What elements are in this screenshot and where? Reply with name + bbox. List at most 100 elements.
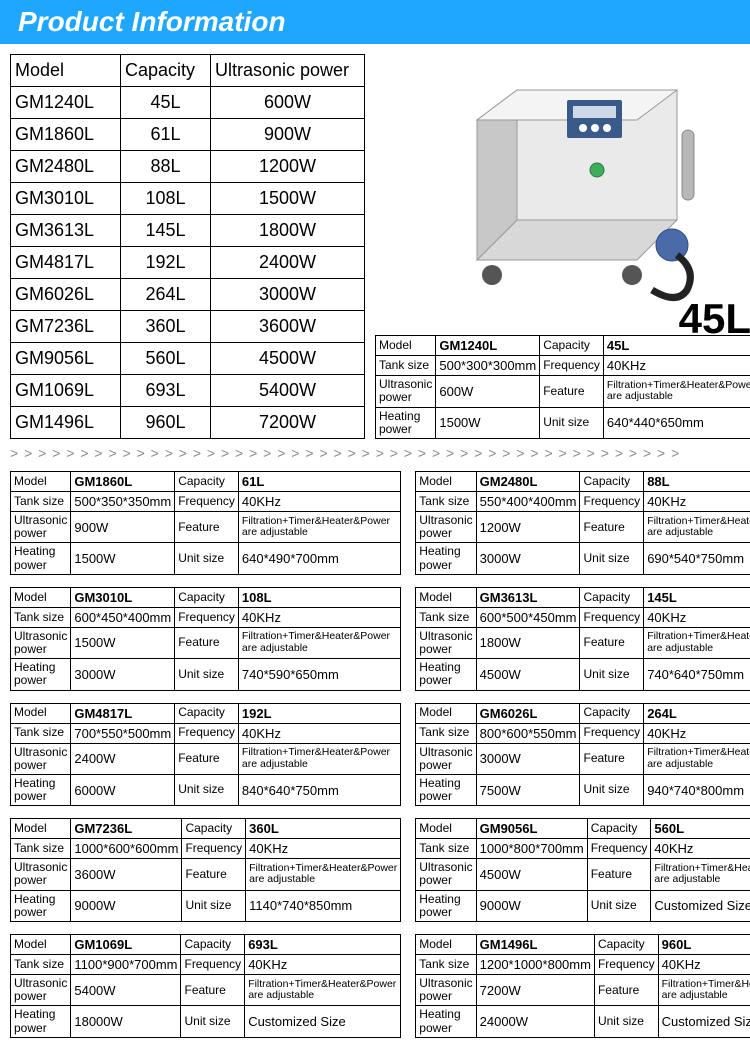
spec-cell: 61L xyxy=(238,472,400,492)
spec-cell: 1140*740*850mm xyxy=(246,890,401,921)
spec-cell: Feature xyxy=(175,627,239,658)
spec-row: Tank size1200*1000*800mmFrequency40KHz xyxy=(416,955,750,975)
table-cell: GM1496L xyxy=(11,407,121,439)
spec-cell: Tank size xyxy=(376,356,436,376)
table-cell: GM3010L xyxy=(11,183,121,215)
spec-cell: 800*600*550mm xyxy=(476,723,580,743)
spec-cell: Unit size xyxy=(580,774,644,805)
table-cell: 600W xyxy=(211,87,365,119)
table-cell: 2400W xyxy=(211,247,365,279)
spec-cell: 693L xyxy=(245,935,401,955)
spec-cell: Unit size xyxy=(175,659,239,690)
spec-cell: 640*490*700mm xyxy=(238,543,400,574)
spec-cell: Heating power xyxy=(11,1006,71,1037)
spec-row: Heating power7500WUnit size940*740*800mm xyxy=(416,774,750,805)
spec-row: Ultrasonic power2400WFeatureFiltration+T… xyxy=(11,743,401,774)
spec-cell: 40KHz xyxy=(644,607,750,627)
spec-row: ModelGM6026LCapacity264L xyxy=(416,703,750,723)
spec-cell: Frequency xyxy=(587,839,651,859)
spec-cell: 40KHz xyxy=(651,839,750,859)
spec-row: Tank size1000*600*600mmFrequency40KHz xyxy=(11,839,401,859)
spec-cell: Tank size xyxy=(11,955,71,975)
table-cell: 900W xyxy=(211,119,365,151)
spec-row: Ultrasonic power5400WFeatureFiltration+T… xyxy=(11,975,401,1006)
spec-row: Ultrasonic power900WFeatureFiltration+Ti… xyxy=(11,512,401,543)
spec-cell: Frequency xyxy=(580,492,644,512)
spec-cell: 18000W xyxy=(71,1006,181,1037)
spec-cell: Tank size xyxy=(11,723,71,743)
spec-cell: Filtration+Timer&Heater&Power are adjust… xyxy=(644,743,750,774)
spec-cell: GM9056L xyxy=(476,819,587,839)
spec-cell: Tank size xyxy=(11,492,71,512)
spec-cell: GM1496L xyxy=(476,935,594,955)
spec-cell: Filtration+Timer&Heater&Power are adjust… xyxy=(644,512,750,543)
spec-cell: Heating power xyxy=(416,659,476,690)
spec-cell: Feature xyxy=(587,859,651,890)
spec-cell: Capacity xyxy=(594,935,658,955)
spec-cell: Model xyxy=(11,935,71,955)
spec-cell: Customized Size xyxy=(245,1006,401,1037)
spec-cell: Unit size xyxy=(182,890,246,921)
spec-cell: Capacity xyxy=(587,819,651,839)
product-image-icon xyxy=(427,70,707,320)
table-row: GM6026L264L3000W xyxy=(11,279,365,311)
spec-cell: Frequency xyxy=(580,607,644,627)
spec-cell: Ultrasonic power xyxy=(416,627,476,658)
spec-row: Ultrasonic power1800WFeatureFiltration+T… xyxy=(416,627,750,658)
spec-cell: Heating power xyxy=(416,774,476,805)
spec-cell: 600W xyxy=(436,376,540,407)
spec-row: Ultrasonic power1500WFeatureFiltration+T… xyxy=(11,627,401,658)
spec-card: ModelGM3613LCapacity145LTank size600*500… xyxy=(415,587,750,691)
spec-cell: Unit size xyxy=(175,543,239,574)
spec-row: Heating power18000WUnit sizeCustomized S… xyxy=(11,1006,401,1037)
spec-cell: Customized Size xyxy=(651,890,750,921)
spec-row: Tank size1000*800*700mmFrequency40KHz xyxy=(416,839,750,859)
table-cell: GM7236L xyxy=(11,311,121,343)
capacity-badge: 45L xyxy=(679,295,750,343)
spec-cell: 500*300*300mm xyxy=(436,356,540,376)
spec-cell: Filtration+Timer&Heater&Power are adjust… xyxy=(238,743,400,774)
table-cell: GM1240L xyxy=(11,87,121,119)
spec-cell: Filtration+Timer&Heater&Power are adjust… xyxy=(603,376,750,407)
spec-cell: Ultrasonic power xyxy=(416,975,476,1006)
spec-cell: Unit size xyxy=(587,890,651,921)
spec-cell: 7500W xyxy=(476,774,580,805)
spec-cell: Heating power xyxy=(11,890,71,921)
spec-cell: 550*400*400mm xyxy=(476,492,580,512)
spec-table: ModelGM3613LCapacity145LTank size600*500… xyxy=(415,587,750,691)
spec-card: ModelGM6026LCapacity264LTank size800*600… xyxy=(415,703,750,807)
spec-cell: 40KHz xyxy=(644,723,750,743)
spec-cell: 4500W xyxy=(476,659,580,690)
spec-cell: 700*550*500mm xyxy=(71,723,175,743)
spec-cell: Heating power xyxy=(11,543,71,574)
table-cell: 4500W xyxy=(211,343,365,375)
table-cell: 145L xyxy=(121,215,211,247)
spec-cell: 40KHz xyxy=(603,356,750,376)
spec-cell: 5400W xyxy=(71,975,181,1006)
spec-cell: 3000W xyxy=(476,743,580,774)
spec-row: ModelGM1860LCapacity61L xyxy=(11,472,401,492)
spec-cell: Filtration+Timer&Heater&Power are adjust… xyxy=(658,975,750,1006)
spec-row: Heating power1500WUnit size640*490*700mm xyxy=(11,543,401,574)
featured-column: 45L ModelGM1240LCapacity45LTank size500*… xyxy=(375,54,750,439)
spec-row: ModelGM3613LCapacity145L xyxy=(416,587,750,607)
table-row: GM9056L560L4500W xyxy=(11,343,365,375)
spec-table: ModelGM3010LCapacity108LTank size600*450… xyxy=(10,587,401,691)
spec-cell: GM1860L xyxy=(71,472,175,492)
spec-grid: ModelGM1860LCapacity61LTank size500*350*… xyxy=(0,467,750,1048)
table-row: GM1240L45L600W xyxy=(11,87,365,119)
spec-cell: Model xyxy=(376,336,436,356)
table-row: GM3010L108L1500W xyxy=(11,183,365,215)
table-row: GM1069L693L5400W xyxy=(11,375,365,407)
spec-cell: Ultrasonic power xyxy=(11,975,71,1006)
spec-row: ModelGM9056LCapacity560L xyxy=(416,819,750,839)
spec-cell: 740*640*750mm xyxy=(644,659,750,690)
spec-cell: Feature xyxy=(580,512,644,543)
spec-table: ModelGM1069LCapacity693LTank size1100*90… xyxy=(10,934,401,1038)
spec-cell: Ultrasonic power xyxy=(11,859,71,890)
spec-card: ModelGM1496LCapacity960LTank size1200*10… xyxy=(415,934,750,1038)
spec-row: Tank size700*550*500mmFrequency40KHz xyxy=(11,723,401,743)
spec-cell: Capacity xyxy=(181,935,245,955)
spec-cell: Ultrasonic power xyxy=(416,512,476,543)
table-cell: 88L xyxy=(121,151,211,183)
